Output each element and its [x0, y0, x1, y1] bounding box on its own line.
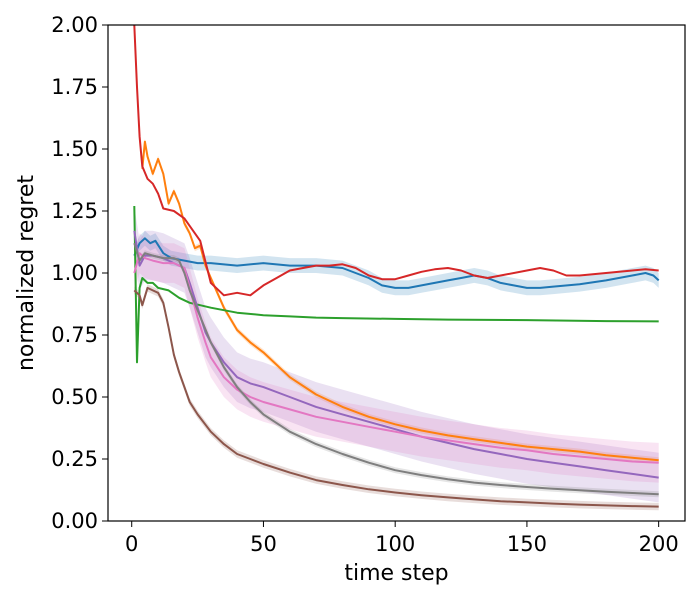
y-tick-label: 1.75: [51, 75, 98, 99]
series-1-band: [134, 230, 659, 296]
x-tick-label: 100: [375, 532, 415, 556]
series-lines: [133, 24, 660, 508]
series-3-line: [133, 205, 659, 364]
y-axis-title: normalized regret: [14, 175, 39, 371]
x-tick-label: 200: [639, 532, 679, 556]
x-tick-label: 50: [250, 532, 277, 556]
x-axis-title: time step: [344, 561, 448, 586]
y-tick-label: 2.00: [51, 13, 98, 37]
y-tick-label: 0.75: [51, 323, 98, 347]
y-tick-label: 1.25: [51, 199, 98, 223]
y-tick-label: 0.00: [51, 509, 98, 533]
series-7-band: [134, 233, 659, 483]
series-8-line: [133, 242, 659, 496]
y-tick-label: 0.25: [51, 447, 98, 471]
x-tick-label: 150: [507, 532, 547, 556]
y-tick-label: 1.50: [51, 137, 98, 161]
x-axis: 0 50 100 150 200: [125, 521, 679, 556]
series-7-line: [133, 252, 659, 464]
confidence-bands: [134, 138, 659, 511]
series-4-line: [133, 24, 659, 297]
x-tick-label: 0: [125, 532, 138, 556]
y-tick-label: 0.50: [51, 385, 98, 409]
series-6-line: [133, 286, 659, 508]
series-2-line: [141, 140, 659, 462]
y-axis: 0.00 0.25 0.50 0.75 1.00 1.25 1.50 1.75 2.00: [51, 13, 108, 533]
series-5-band: [134, 206, 659, 503]
y-tick-label: 1.00: [51, 261, 98, 285]
